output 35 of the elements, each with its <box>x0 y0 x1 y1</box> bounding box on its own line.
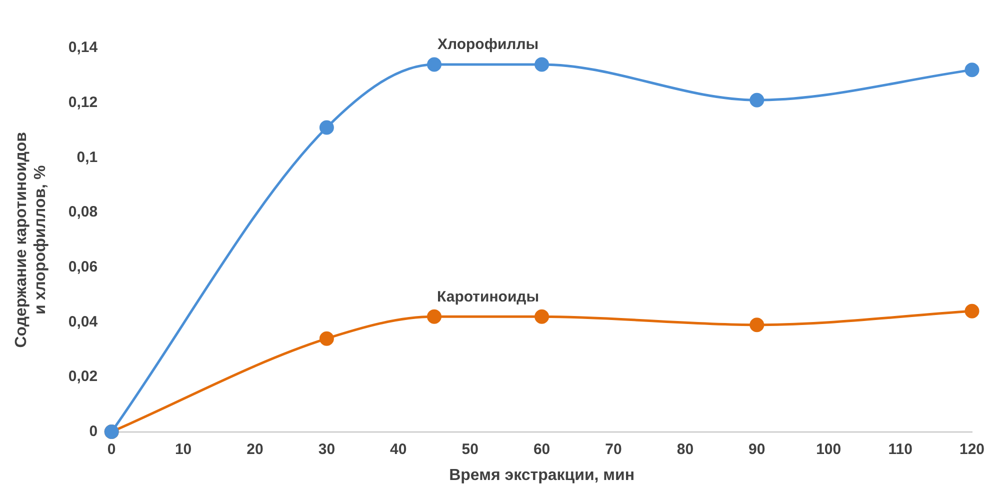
point <box>426 309 442 324</box>
point <box>964 62 980 78</box>
point <box>750 318 764 332</box>
y-axis-title: Содержание каротиноидов и хлорофиллов, % <box>13 132 50 348</box>
y-tick-label: 0,12 <box>68 94 98 111</box>
x-tick-label: 20 <box>246 440 264 458</box>
point <box>319 120 334 135</box>
x-tick-label: 90 <box>748 440 766 458</box>
point <box>534 57 550 72</box>
x-tick-label: 80 <box>676 440 694 458</box>
x-tick-label: 70 <box>605 440 622 458</box>
x-tick-label: 60 <box>533 440 550 458</box>
x-tick-label: 100 <box>816 440 842 458</box>
x-axis-title: Время экстракции, мин <box>449 466 635 484</box>
x-tick-label: 40 <box>390 440 407 458</box>
x-tick-label: 0 <box>107 440 116 458</box>
x-tick-label: 50 <box>462 440 478 458</box>
y-tick-label: 0,02 <box>68 368 98 386</box>
y-tick-label: 0,06 <box>68 258 98 276</box>
point <box>964 304 980 318</box>
x-tick-label: 120 <box>959 440 985 458</box>
series-label: Каротиноиды <box>437 288 540 306</box>
y-tick-label: 0,1 <box>76 148 98 166</box>
x-tick-label: 10 <box>174 440 192 458</box>
y-tick-label: 0 <box>89 422 98 440</box>
series-label: Хлорофиллы <box>438 36 539 54</box>
point <box>319 331 334 346</box>
point <box>534 309 550 324</box>
y-tick-label: 0,04 <box>68 313 98 330</box>
x-tick-label: 30 <box>318 440 336 458</box>
point <box>426 57 442 72</box>
point <box>750 92 764 108</box>
y-tick-label: 0,14 <box>68 39 98 56</box>
x-tick-label: 110 <box>888 440 912 458</box>
y-tick-label: 0,08 <box>68 204 98 221</box>
